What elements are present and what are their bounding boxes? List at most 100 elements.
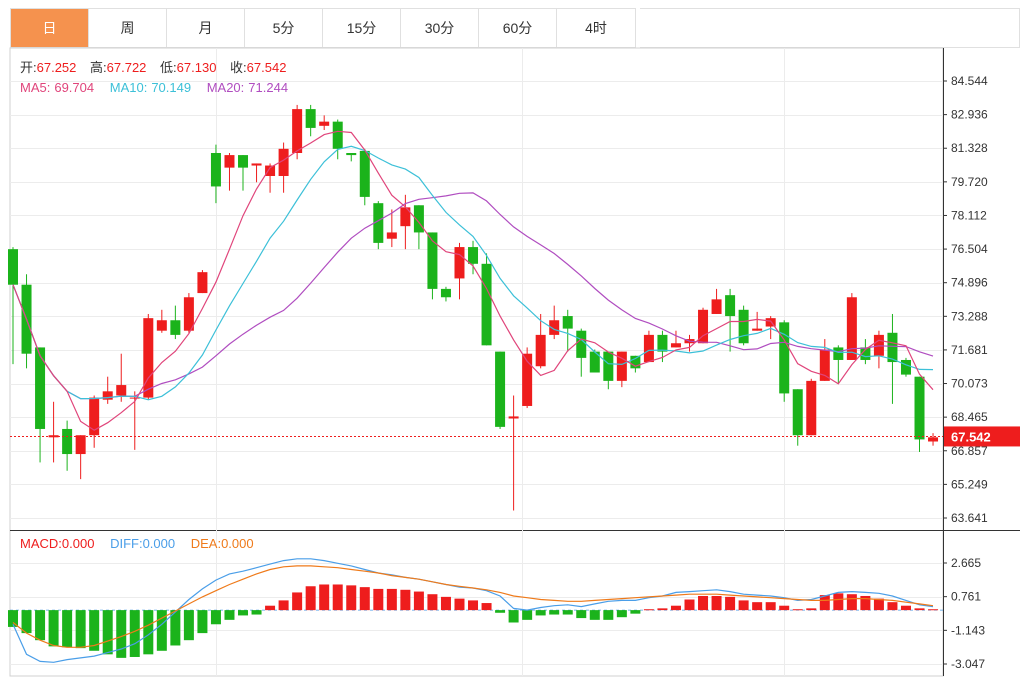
macd-bar [603,610,614,620]
ma5-label: MA5: [20,80,50,95]
candle-body [657,334,668,352]
tab-3[interactable]: 5分 [245,9,323,47]
macd-tick-label: 2.665 [951,556,981,570]
candle-body [630,355,641,369]
macd-bar [183,610,194,641]
candle [156,309,167,333]
macd-bar [657,608,668,611]
macd-bar [8,610,18,627]
candle-body [373,203,384,243]
macd-bar [210,610,221,625]
macd-bar [156,610,167,651]
candle-body [833,347,844,360]
tab-2[interactable]: 月 [167,9,245,47]
candle-body [48,435,59,438]
macd-bar [143,610,154,655]
candle [643,330,654,363]
candle-body [738,309,749,344]
macd-bar [224,610,235,620]
candle [765,316,776,340]
macd-bar [35,610,46,641]
price-tick-label: 84.544 [951,74,988,88]
candle-body [860,347,871,360]
tab-1[interactable]: 周 [89,9,167,47]
price-tick-label: 65.249 [951,477,988,491]
macd-bar [75,610,86,649]
macd-bar [386,588,397,611]
candle [116,353,127,402]
close-value: 67.542 [247,60,287,75]
macd-bar [238,610,249,616]
price-tick-label: 74.896 [951,276,988,290]
macd-tick-label: -3.047 [951,657,985,671]
candle [129,391,140,450]
candle-body [305,109,316,128]
macd-bar [454,598,465,611]
tab-4[interactable]: 15分 [323,9,401,47]
candle [725,288,736,352]
candle-body [170,320,181,335]
candle-body [413,205,424,233]
candle [900,357,911,377]
candle-body [62,428,73,455]
candle [251,163,262,183]
macd-bar [346,585,357,611]
low-label: 低: [160,60,177,75]
candle [495,351,506,429]
candle-body [265,165,276,176]
macd-bar [48,610,59,647]
candle-body [549,320,560,335]
candle-body [454,247,465,279]
candle-body [589,351,600,373]
candle-body [914,376,925,440]
macd-bar [928,609,939,611]
ma10-label: MA10: [110,80,148,95]
candle [48,401,59,463]
candle-body [562,316,573,329]
candle [535,313,546,369]
candle [873,330,884,369]
candle [238,155,249,191]
candle [698,307,709,344]
candle-body [806,380,817,436]
tab-0[interactable]: 日 [11,9,89,47]
macd-bar [914,608,925,611]
tab-5[interactable]: 30分 [401,9,479,47]
candle [183,293,194,333]
price-tick-label: 63.641 [951,511,988,525]
tab-6[interactable]: 60分 [479,9,557,47]
candle [806,378,817,436]
candle [210,144,221,204]
tab-7[interactable]: 4时 [585,20,607,36]
candle-body [779,322,790,394]
ma10-line [12,145,934,401]
macd-bar [495,610,506,613]
candle [576,328,587,377]
macd-bar [373,588,384,611]
candle [373,201,384,250]
price-tick-label: 71.681 [951,343,988,357]
macd-bar [643,609,654,611]
candle [386,209,397,248]
macd-bar [684,599,695,611]
dea-label: DEA: [191,536,221,551]
macd-bar [738,600,749,611]
candle [738,305,749,346]
candle [332,119,343,160]
macd-bar [468,600,479,611]
price-tick-label: 68.465 [951,410,988,424]
macd-bar [116,610,127,658]
macd-bar [765,602,776,611]
candle-body [440,288,451,298]
macd-info-row: MACD:0.000 DIFF:0.000 DEA:0.000 [20,536,254,551]
info-row-ma: MA5: 69.704 MA10: 70.149 MA20: 71.244 [20,80,288,95]
macd-bar [873,598,884,611]
candle-body [143,318,154,398]
candle [481,253,492,346]
candle [102,376,113,404]
macd-bar [170,610,181,646]
macd-bar [278,600,289,611]
current-price-badge [944,426,1020,447]
macd-bar [630,610,641,614]
